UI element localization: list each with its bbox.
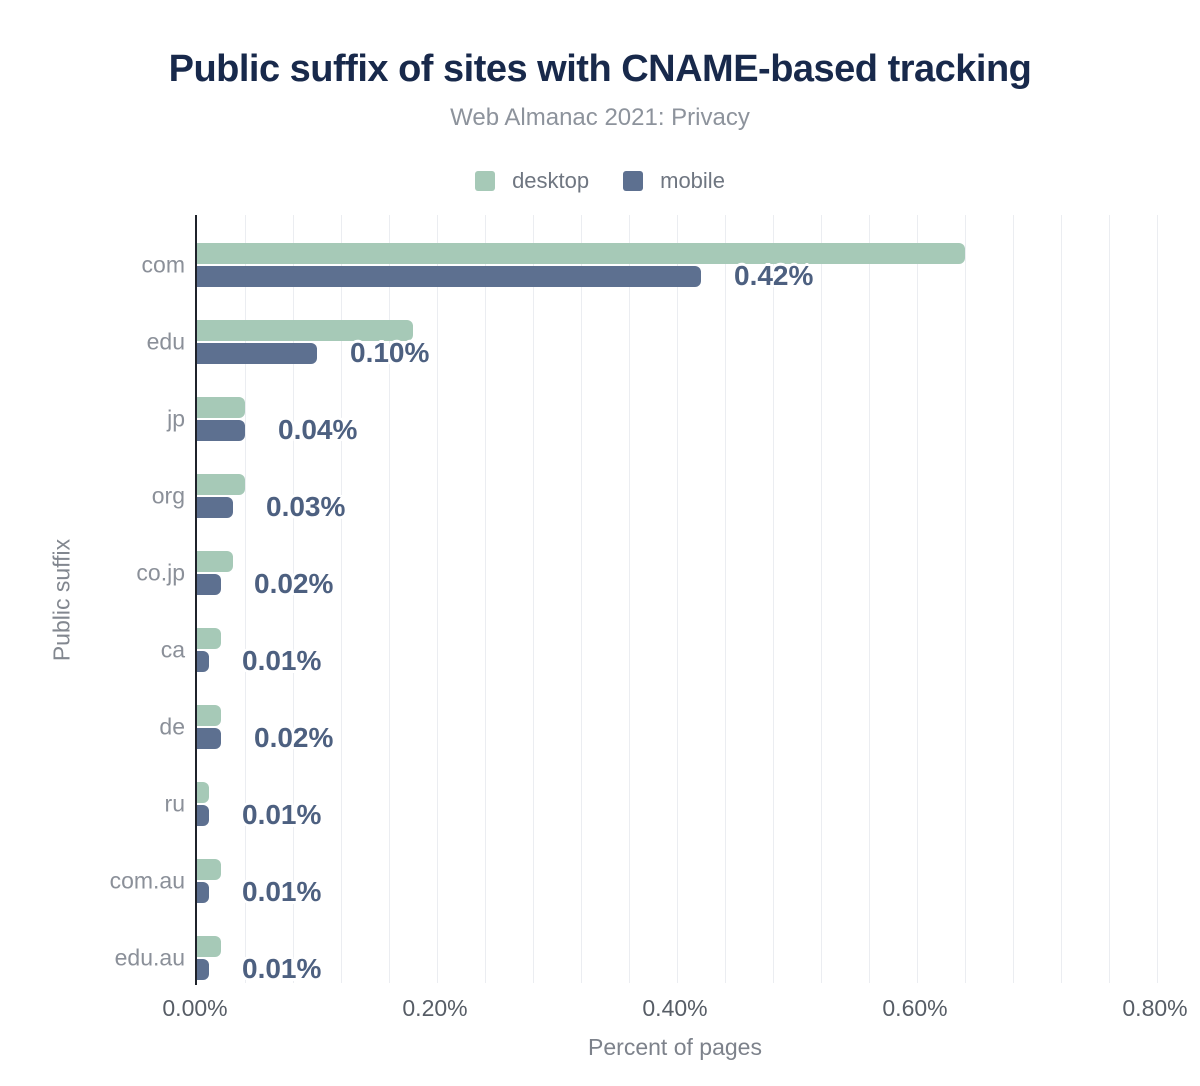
bar-desktop-org[interactable] [197,474,245,495]
bar-desktop-edu.au[interactable] [197,936,221,957]
gridline [725,215,726,983]
category-label: co.jp [136,559,185,586]
bar-desktop-ca[interactable] [197,628,221,649]
value-label: 0.01% [242,645,322,676]
chart-subtitle: Web Almanac 2021: Privacy [450,104,750,131]
gridline [1157,215,1158,983]
legend: desktop mobile [0,168,1200,194]
category-label: com.au [109,867,185,894]
gridline [485,215,486,983]
bar-group-co.jp: co.jp 0.02% [136,523,1187,600]
gridline [629,215,630,983]
bar-group-ru: ru 0.01% [165,754,1187,831]
value-label: 0.04% [278,414,358,445]
bar-mobile-ca[interactable] [197,651,209,672]
bar-mobile-edu[interactable] [197,343,317,364]
gridline [773,215,774,983]
gridline [245,215,246,983]
gridline [821,215,822,983]
bar-group-com: com 0.42% [142,215,1187,292]
gridline [293,215,294,983]
gridline [965,215,966,983]
category-label: org [151,482,185,509]
bar-mobile-de[interactable] [197,728,221,749]
plot-area: com 0.42% edu 0.10% jp 0.04% org 0.03% co.jp 0.02… [110,215,1187,985]
bar-desktop-jp[interactable] [197,397,245,418]
bar-group-edu: edu 0.10% [147,292,1187,369]
bar-desktop-co.jp[interactable] [197,551,233,572]
x-tick-label: 0.40% [642,995,708,1021]
gridline [581,215,582,983]
value-label: 0.03% [266,491,346,522]
gridline [1013,215,1014,983]
gridline [341,215,342,983]
bar-mobile-ru[interactable] [197,805,209,826]
category-label: ru [164,790,185,817]
value-label: 0.01% [242,799,322,830]
category-label: edu.au [114,944,185,971]
gridline [1109,215,1110,983]
legend-swatch-mobile-icon [623,171,644,191]
gridline [869,215,870,983]
legend-item-label: desktop [512,168,590,193]
category-label: jp [167,405,185,432]
bar-mobile-co.jp[interactable] [197,574,221,595]
bar-desktop-ru[interactable] [197,782,209,803]
bar-mobile-org[interactable] [197,497,233,518]
value-label: 0.02% [254,568,334,599]
bar-mobile-edu.au[interactable] [197,959,209,980]
gridline [1061,215,1062,983]
bar-group-jp: jp 0.04% [167,369,1187,446]
value-label: 0.01% [242,876,322,907]
gridline [533,215,534,983]
x-tick-label: 0.00% [162,995,228,1021]
legend-item-desktop[interactable]: desktop [475,168,589,194]
category-label: ca [160,636,185,663]
x-tick-label: 0.20% [402,995,468,1021]
bar-mobile-com[interactable] [197,266,701,287]
gridline [677,215,678,983]
x-tick-label: 0.80% [1122,995,1188,1021]
legend-item-mobile[interactable]: mobile [623,168,725,194]
gridline [437,215,438,983]
bar-desktop-com.au[interactable] [197,859,221,880]
bar-group-edu.au: edu.au 0.01% [115,908,1187,985]
bar-mobile-jp[interactable] [197,420,245,441]
value-label: 0.10% [350,337,430,368]
chart-title: Public suffix of sites with CNAME-based … [168,48,1032,90]
gridline [389,215,390,983]
legend-item-label: mobile [660,168,725,193]
category-label: edu [146,328,185,355]
gridline [917,215,918,983]
bar-group-com.au: com.au 0.01% [110,831,1187,908]
bar-group-de: de 0.02% [159,677,1187,754]
category-label: com [141,251,185,278]
bar-desktop-de[interactable] [197,705,221,726]
value-label: 0.01% [242,953,322,984]
bar-group-org: org 0.03% [152,446,1187,523]
category-label: de [159,713,185,740]
legend-swatch-desktop-icon [475,171,496,191]
bar-mobile-com.au[interactable] [197,882,209,903]
value-label: 0.02% [254,722,334,753]
x-tick-label: 0.60% [882,995,948,1021]
x-axis-ticks: 0.00% 0.20% 0.40% 0.60% 0.80% [162,995,1188,1023]
bar-group-ca: ca 0.01% [161,600,1187,677]
bar-desktop-edu[interactable] [197,320,413,341]
x-axis-title: Percent of pages [588,1034,762,1060]
value-label: 0.42% [734,260,814,291]
bar-desktop-com[interactable] [197,243,965,264]
y-axis-title: Public suffix [48,538,75,662]
